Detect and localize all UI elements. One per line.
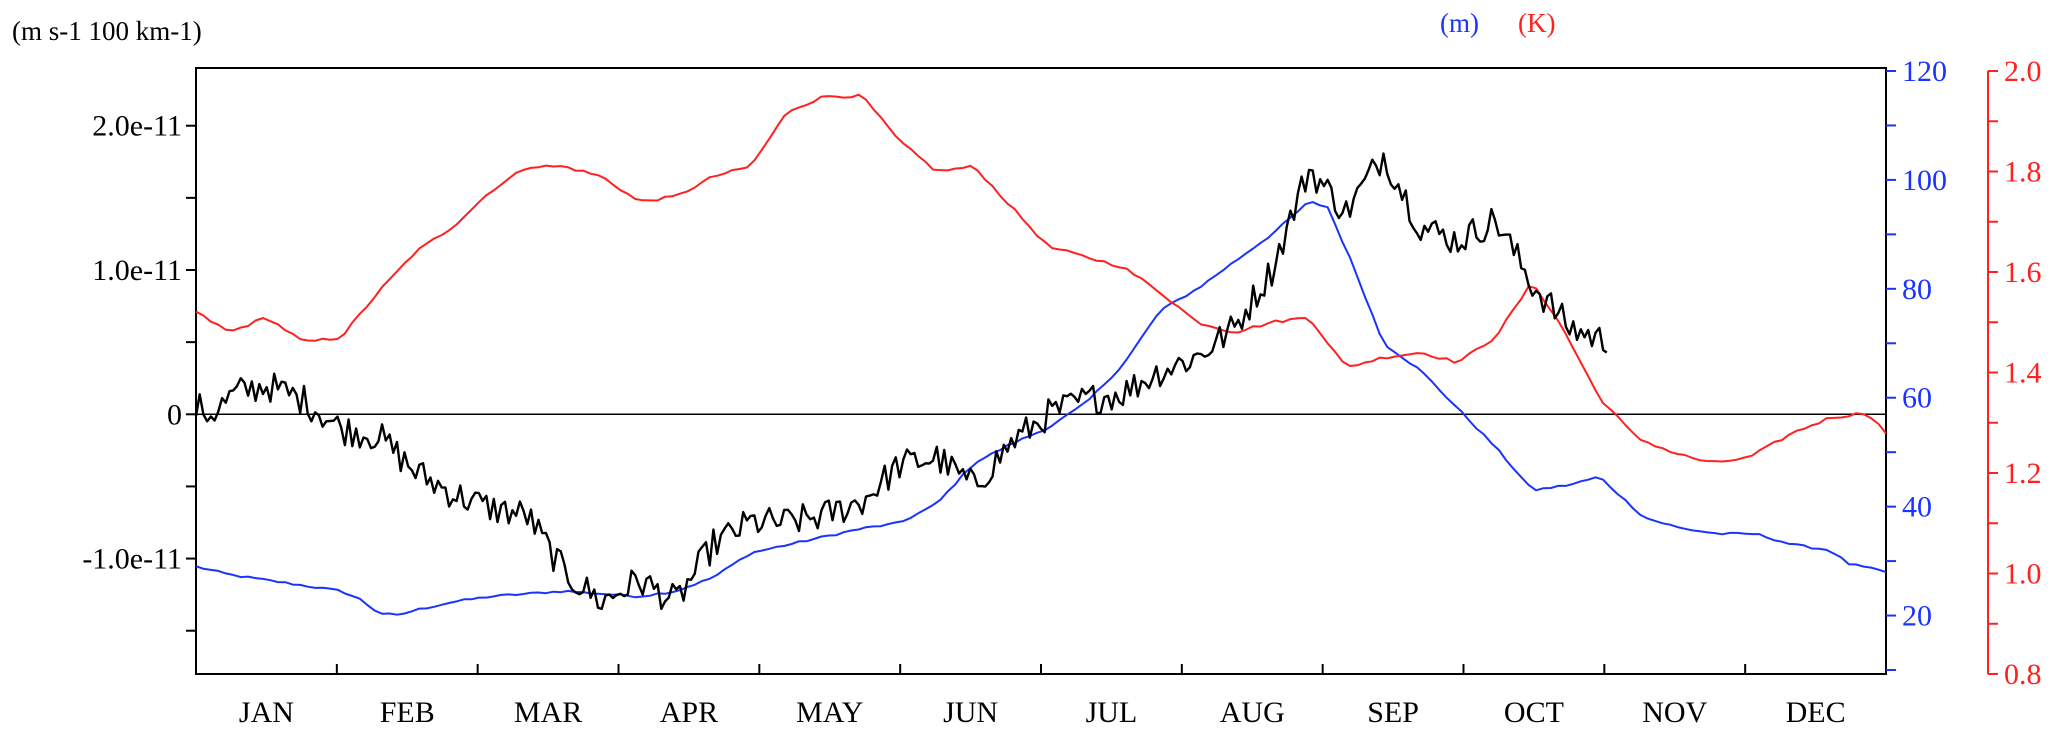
right-tick-label: 1.0 [2004,558,2042,591]
right-tick-label: 2.0 [2004,55,2042,88]
series-line [194,152,1608,611]
right-tick-label: 1.6 [2004,256,2042,289]
middle-tick-label: 120 [1902,55,1947,88]
left-axis: -1.0e-11 0 1.0e-11 2.0e-11 [82,110,196,632]
middle-tick-label: 80 [1902,273,1932,306]
month-label: AUG [1220,696,1285,729]
right-axis: 0.8 1.0 1.2 1.4 1.6 1.8 2.0 [1987,55,2042,691]
month-label: NOV [1642,696,1707,729]
middle-tick-label: 60 [1902,382,1932,415]
plot-border [195,67,1887,675]
series-layer [194,93,1887,616]
x-axis: JAN FEB MAR APR MAY JUN JUL AUG SEP OCT NOV DEC [239,664,1846,729]
month-label: OCT [1504,696,1564,729]
middle-tick-label: 20 [1902,600,1932,633]
series-line [195,201,1887,616]
right-tick-label: 1.4 [2004,357,2042,390]
left-tick-label: 0 [167,398,182,431]
right-tick-label: 0.8 [2004,658,2042,691]
middle-axis-unit: (m) [1440,8,1479,38]
right-tick-label: 1.2 [2004,457,2042,490]
middle-tick-label: 100 [1902,164,1947,197]
left-tick-label: 2.0e-11 [92,110,182,143]
left-tick-label: -1.0e-11 [82,543,182,576]
middle-tick-label: 40 [1902,491,1932,524]
month-label: JAN [239,696,294,729]
right-tick-label: 1.8 [2004,156,2042,189]
left-tick-label: 1.0e-11 [92,254,182,287]
middle-axis: 20 40 60 80 100 120 [1886,55,1947,671]
plot-frame [195,67,1887,675]
month-label: JUL [1086,696,1138,729]
month-label: MAY [796,696,863,729]
right-axis-unit: (K) [1518,8,1556,38]
month-label: APR [660,696,718,729]
month-label: DEC [1786,696,1846,729]
month-label: FEB [380,696,435,729]
month-label: SEP [1367,696,1419,729]
month-label: MAR [514,696,582,729]
left-axis-unit: (m s-1 100 km-1) [12,16,202,46]
month-label: JUN [943,696,998,729]
series-line [195,93,1887,463]
